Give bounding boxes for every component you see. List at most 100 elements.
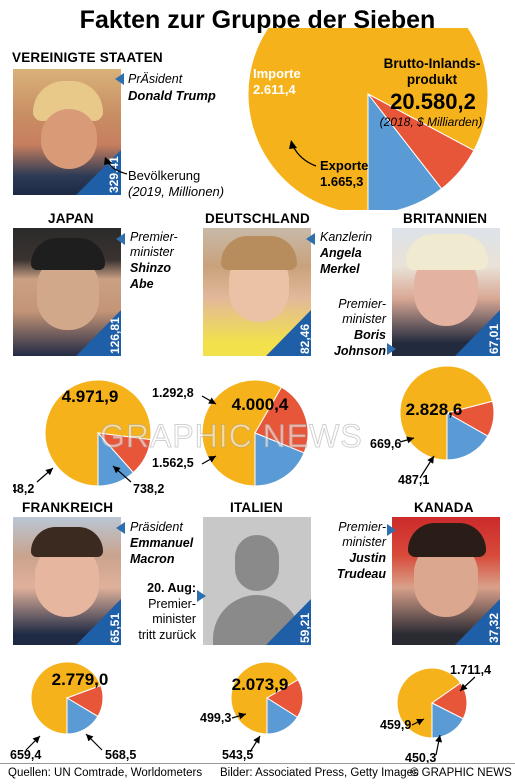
country-italy: ITALIEN xyxy=(230,500,283,515)
leader-name-germany-2: Merkel xyxy=(320,262,360,276)
leader-role-canada-2: minister xyxy=(342,535,386,549)
italy-note-4: tritt zurück xyxy=(138,628,196,642)
pie-label-gdp: 2.828,6 xyxy=(406,400,463,419)
leader-role-britain-2: minister xyxy=(342,312,386,326)
pie-label-imports: 459,9 xyxy=(380,718,411,732)
leader-role-canada-1: Premier- xyxy=(338,520,386,534)
pie-label-imports: 669,6 xyxy=(370,437,401,451)
pie-label-imports: 748,2 xyxy=(13,482,34,496)
pie-chart-japan: 4.971,9 738,2 748,2 xyxy=(13,379,164,496)
pointer-icon xyxy=(197,590,206,602)
gdp-label-usa-1: Brutto-Inlands- xyxy=(383,56,481,71)
pointer-icon xyxy=(116,522,125,534)
arrow-head-icon xyxy=(435,735,443,743)
pie-slice-gdp xyxy=(230,661,299,735)
country-japan: JAPAN xyxy=(48,211,94,226)
photo-japan xyxy=(13,228,121,356)
italy-note-3: minister xyxy=(152,612,196,626)
leader-role-britain-1: Premier- xyxy=(338,297,386,311)
pie-chart-usa xyxy=(247,28,489,210)
leader-name-germany-1: Angela xyxy=(320,246,362,260)
pie-label-exports: 543,5 xyxy=(222,748,253,762)
pie-label-gdp: 2.779,0 xyxy=(52,670,109,689)
imports-label-usa: Importe xyxy=(253,66,301,81)
pie-slice-imports xyxy=(97,431,134,487)
pop-value-canada: 37,32 xyxy=(487,612,501,643)
leader-name-britain-1: Boris xyxy=(354,328,386,342)
leader-name-japan-1: Shinzo xyxy=(130,261,171,275)
country-usa: VEREINIGTE STAATEN xyxy=(12,50,163,65)
leader-name-canada-1: Justin xyxy=(349,551,386,565)
pie-label-imports: 659,4 xyxy=(10,748,41,762)
leader-role-usa: PrÄsident xyxy=(128,72,183,86)
pointer-icon xyxy=(116,233,125,245)
footer-sources: Quellen: UN Comtrade, Worldometers xyxy=(8,767,203,779)
gdp-label-usa-2: produkt xyxy=(406,72,458,87)
pie-label-exports: 568,5 xyxy=(105,748,136,762)
country-britain: BRITANNIEN xyxy=(403,211,488,226)
arrow-head-icon xyxy=(208,456,216,463)
pointer-icon xyxy=(306,233,315,245)
imports-value-usa: 2.611,4 xyxy=(253,82,296,97)
watermark: GRAPHIC NEWS xyxy=(100,418,363,455)
country-canada: KANADA xyxy=(414,500,474,515)
arrow-head-icon xyxy=(113,466,121,474)
pie-label-exports: 1.562,5 xyxy=(152,456,194,470)
footer-divider xyxy=(0,763,515,764)
pie-slice-gdp xyxy=(201,379,283,487)
pie-slice-imports xyxy=(254,432,305,487)
pie-chart-germany: 4.000,4 1.562,5 1.292,8 xyxy=(152,379,309,487)
pie-label-imports: 499,3 xyxy=(200,711,231,725)
arrow-head-icon xyxy=(86,734,94,742)
pie-slice-imports xyxy=(431,702,464,739)
italy-note-2: Premier- xyxy=(148,597,196,611)
country-france: FRANKREICH xyxy=(22,500,114,515)
arrow-head-icon xyxy=(406,436,414,444)
footer-copyright: © GRAPHIC NEWS xyxy=(410,767,512,779)
pie-label-gdp: 2.073,9 xyxy=(232,675,289,694)
exports-value-usa: 1.665,3 xyxy=(320,174,364,189)
italy-note-1: 20. Aug: xyxy=(147,581,196,595)
pie-label-exports: 738,2 xyxy=(133,482,164,496)
exports-label-usa: Exporte xyxy=(320,158,369,173)
leader-name-japan-2: Abe xyxy=(130,277,154,291)
pointer-icon xyxy=(115,73,124,85)
pie-label-gdp: 4.971,9 xyxy=(62,387,119,406)
leader-name-usa: Donald Trump xyxy=(128,88,216,103)
pie-chart-italy: 2.073,9 543,5 499,3 xyxy=(200,661,304,762)
arrow-head-icon xyxy=(208,397,216,404)
arrow-head-icon xyxy=(253,736,260,744)
pie-label-gdp: 4.000,4 xyxy=(232,395,289,414)
pop-label-sub: (2019, Millionen) xyxy=(128,184,225,199)
arrow-head-icon xyxy=(238,712,246,720)
leader-name-canada-2: Trudeau xyxy=(336,567,386,581)
arrow-head-icon xyxy=(460,683,468,691)
pop-value-italy: 59,21 xyxy=(298,612,312,643)
pie-slice-gdp xyxy=(30,661,102,735)
arrow-head-icon xyxy=(427,456,434,464)
pointer-icon xyxy=(387,524,396,536)
photo-usa xyxy=(13,69,121,195)
pie-slice-imports xyxy=(446,412,489,461)
pie-slice-imports xyxy=(266,697,299,735)
arrow-head-icon xyxy=(416,719,424,726)
pie-label-exports: 450,3 xyxy=(405,751,436,765)
footer-images: Bilder: Associated Press, Getty Images xyxy=(220,767,419,779)
pie-chart-canada: 1.711,4 450,3 459,9 xyxy=(380,663,491,765)
gdp-sub-usa: (2018, $ Milliarden) xyxy=(379,115,483,129)
pie-chart-britain: 2.828,6 487,1 669,6 xyxy=(370,365,495,487)
country-germany: DEUTSCHLAND xyxy=(205,211,310,226)
leader-role-germany: Kanzlerin xyxy=(320,230,373,244)
leader-name-france-2: Macron xyxy=(130,552,175,566)
pie-slice-imports xyxy=(66,697,99,735)
pie-label-imports: 1.292,8 xyxy=(152,386,194,400)
pie-slice-imports xyxy=(367,92,443,210)
leader-name-britain-2: Johnson xyxy=(333,344,386,358)
leader-name-france-1: Emmanuel xyxy=(130,536,194,550)
leader-role-japan-2: minister xyxy=(130,245,174,259)
